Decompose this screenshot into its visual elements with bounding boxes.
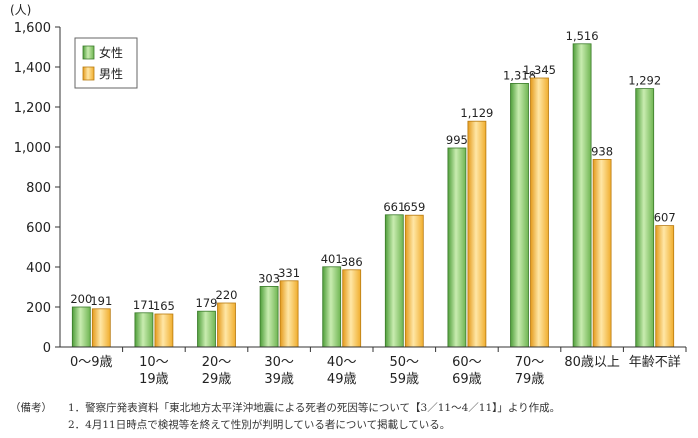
bar-female <box>572 43 592 348</box>
note-line-2: 2．4月11日時点で検視等を終えて性別が判明している者について掲載している。 <box>10 417 698 434</box>
bar-chart: (人) 0 200 400 600 800 1,000 1,200 1,400 1,600 20… <box>10 3 687 387</box>
x-tick-label: 69歳 <box>452 372 482 387</box>
data-label-male: 938 <box>591 144 613 158</box>
data-label-male: 220 <box>216 288 238 302</box>
bar-male <box>217 302 236 348</box>
bar-male <box>467 120 487 348</box>
y-tick-label: 0 <box>43 341 51 356</box>
bar-female <box>384 214 404 348</box>
bar-male <box>404 214 424 348</box>
legend-swatch-male <box>82 66 95 81</box>
bar-female <box>635 88 655 348</box>
bar-male <box>592 158 612 348</box>
bar-male <box>530 77 549 348</box>
data-label-female: 1,516 <box>566 29 599 43</box>
data-label-female: 1,318 <box>503 68 536 82</box>
x-tick-label: 30～ <box>264 355 294 370</box>
data-label-male: 607 <box>654 211 676 225</box>
bar-female <box>259 285 279 348</box>
bar-female <box>197 310 216 348</box>
x-tick-label: 年齢不詳 <box>629 354 681 370</box>
x-axis: 0～9歳 10～ 19歳 20～ 29歳 30～ 39歳 40～ 49歳 50～ 59歳 60～ 69歳… <box>60 346 687 387</box>
x-tick-label: 19歳 <box>139 372 169 387</box>
y-tick-label: 400 <box>26 261 51 276</box>
data-label-female: 200 <box>70 292 92 306</box>
bar-male <box>154 313 174 348</box>
x-tick-label: 40～ <box>327 355 357 370</box>
legend-label-female: 女性 <box>99 45 123 60</box>
x-tick-label: 10～ <box>139 355 169 370</box>
x-tick-label: 49歳 <box>327 372 357 387</box>
x-tick-label: 29歳 <box>202 372 232 387</box>
y-tick-label: 1,400 <box>14 61 51 76</box>
legend-label-male: 男性 <box>99 67 123 81</box>
data-label-female: 179 <box>196 296 218 310</box>
x-tick-label: 70～ <box>515 355 545 370</box>
data-label-female: 401 <box>321 252 343 266</box>
x-tick-label: 50～ <box>390 355 420 370</box>
legend-swatch-female <box>82 45 95 60</box>
data-label-female: 661 <box>383 200 405 214</box>
x-tick-label: 59歳 <box>390 372 420 387</box>
bar-female <box>71 306 91 348</box>
data-label-male: 331 <box>278 266 300 280</box>
y-tick-label: 800 <box>26 181 51 196</box>
note-text-2: 2．4月11日時点で検視等を終えて性別が判明している者について掲載している。 <box>68 419 451 431</box>
x-tick-label: 20～ <box>202 355 232 370</box>
y-tick-label: 1,000 <box>14 141 51 156</box>
bar-female <box>447 147 467 348</box>
bar-male <box>655 225 675 348</box>
data-label-male: 386 <box>341 255 363 269</box>
bar-male <box>279 280 299 348</box>
data-label-female: 995 <box>446 133 468 147</box>
legend: 女性 男性 <box>74 37 138 89</box>
x-tick-label: 0～9歳 <box>70 355 113 370</box>
note-line-1: （備考） 1．警察庁発表資料「東北地方太平洋沖地震による死者の死因等について【3／… <box>10 400 698 417</box>
note-prefix: （備考） <box>10 402 52 414</box>
y-axis: 0 200 400 600 800 1,000 1,200 1,400 1,600 <box>14 21 61 356</box>
y-tick-label: 200 <box>26 301 51 316</box>
data-label-male: 1,129 <box>460 106 493 120</box>
data-label-male: 165 <box>153 299 175 313</box>
x-tick-label: 80歳以上 <box>564 355 620 370</box>
data-label-female: 171 <box>133 298 155 312</box>
y-tick-label: 600 <box>26 221 51 236</box>
y-tick-label: 1,600 <box>14 21 51 36</box>
y-axis-unit: (人) <box>10 3 31 17</box>
y-tick-label: 1,200 <box>14 101 51 116</box>
data-label-male: 659 <box>403 200 425 214</box>
bar-male <box>342 269 362 348</box>
bar-female <box>510 83 529 348</box>
note-text-1: 1．警察庁発表資料「東北地方太平洋沖地震による死者の死因等について【3／11～4… <box>68 402 561 414</box>
x-tick-label: 60～ <box>452 355 482 370</box>
bar-male <box>91 308 111 348</box>
data-label-female: 303 <box>258 271 280 285</box>
notes: （備考） 1．警察庁発表資料「東北地方太平洋沖地震による死者の死因等について【3／… <box>10 400 698 434</box>
x-tick-label: 39歳 <box>264 372 294 387</box>
bar-female <box>322 266 342 348</box>
data-label-female: 1,292 <box>628 74 661 88</box>
data-label-male: 191 <box>90 294 112 308</box>
x-tick-label: 79歳 <box>515 372 545 387</box>
bar-female <box>134 312 154 348</box>
data-label-male: 1,345 <box>523 63 556 77</box>
